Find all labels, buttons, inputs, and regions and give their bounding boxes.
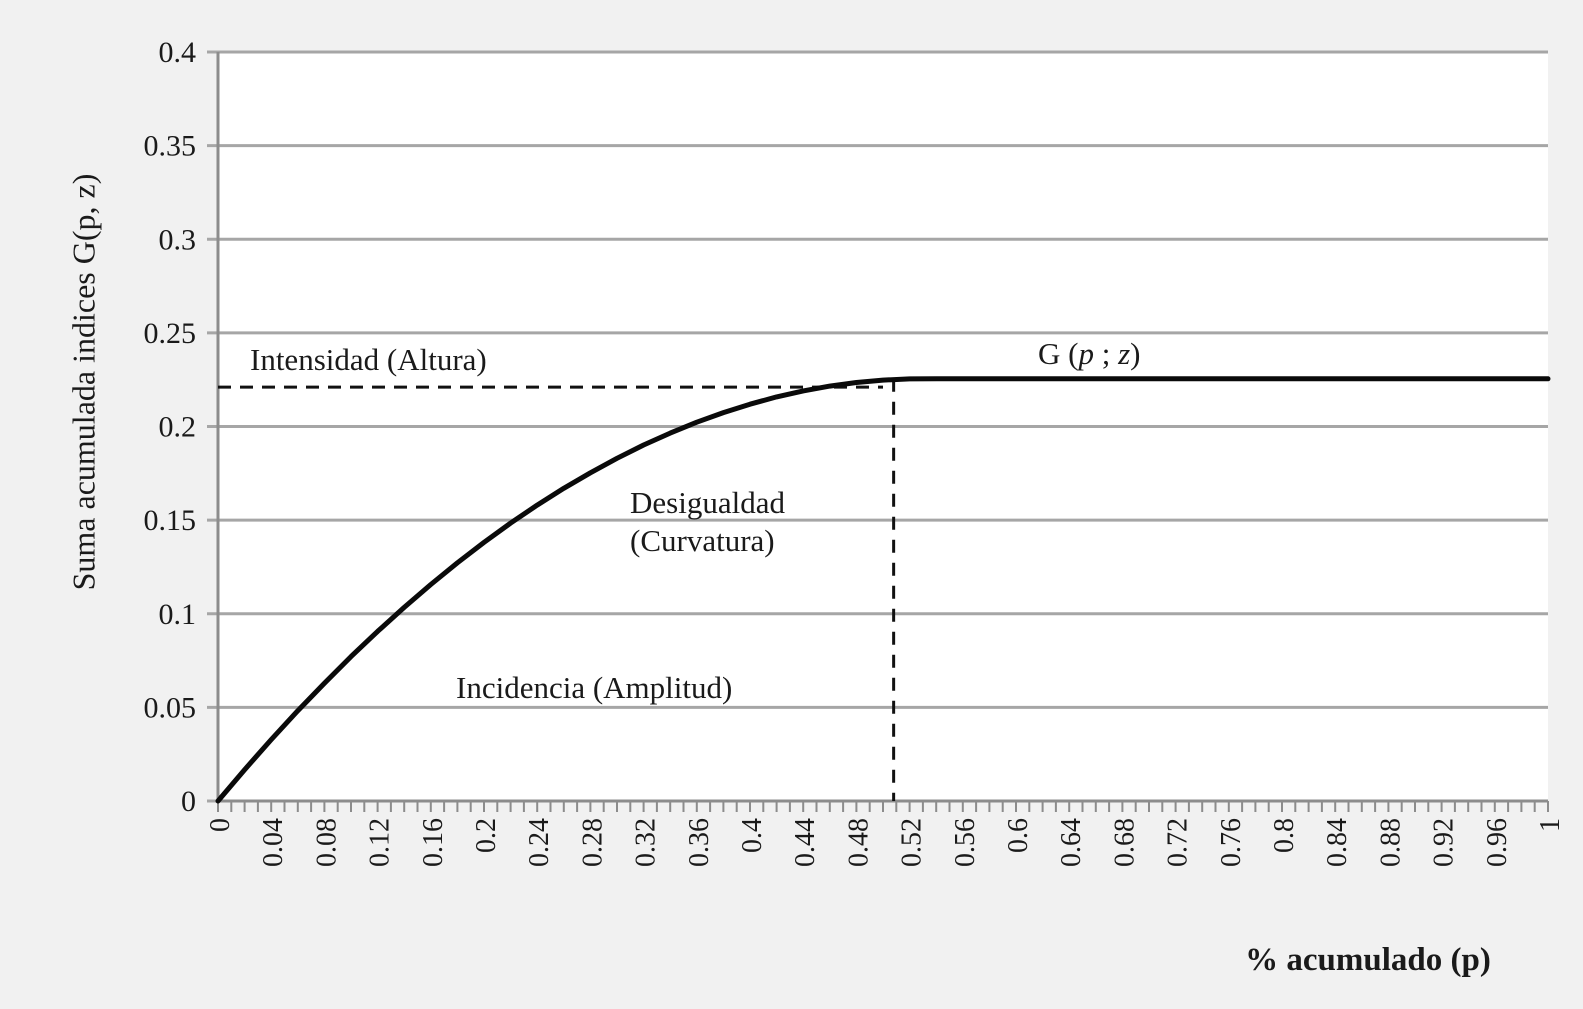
y-tick-label: 0 — [181, 785, 196, 818]
x-tick-label: 0.08 — [311, 818, 342, 867]
x-tick-label: 0.04 — [258, 818, 289, 867]
x-tick-label: 0.76 — [1216, 818, 1247, 867]
x-tick-label: 0.88 — [1375, 818, 1406, 867]
x-tick-label: 0.8 — [1269, 818, 1300, 853]
y-tick-label: 0.2 — [159, 411, 197, 444]
series-label-part: ) — [1130, 336, 1141, 371]
series-label-part: ; — [1093, 336, 1119, 371]
x-tick-label: 0.72 — [1163, 818, 1194, 867]
y-tick-label: 0.4 — [159, 36, 197, 69]
y-tick-label: 0.25 — [144, 317, 197, 350]
x-tick-label: 0.32 — [631, 818, 662, 867]
annotation-incidencia: Incidencia (Amplitud) — [456, 670, 733, 705]
annotation-desigualdad: Desigualdad (Curvatura) — [630, 484, 785, 560]
x-tick-label: 0.48 — [843, 818, 874, 867]
series-label-part: G ( — [1038, 336, 1079, 371]
x-tick-label: 0.44 — [790, 818, 821, 867]
y-tick-label: 0.1 — [159, 598, 197, 631]
x-tick-label: 0.96 — [1482, 818, 1513, 867]
x-tick-label: 0.36 — [684, 818, 715, 867]
y-tick-label: 0.3 — [159, 223, 197, 256]
x-tick-label: 0.52 — [897, 818, 928, 867]
x-tick-label: 0.84 — [1322, 818, 1353, 867]
x-tick-label: 0.24 — [524, 818, 555, 867]
y-tick-label: 0.15 — [144, 504, 197, 537]
y-tick-label: 0.35 — [144, 130, 197, 163]
x-tick-label: 0.16 — [418, 818, 449, 867]
annotation-desigualdad-line1: Desigualdad — [630, 485, 785, 520]
x-tick-label: 0.28 — [577, 818, 608, 867]
x-tick-label: 0 — [205, 818, 236, 832]
x-tick-label: 0.56 — [950, 818, 981, 867]
series-label-part-italic: z — [1118, 336, 1131, 371]
annotation-desigualdad-line2: (Curvatura) — [630, 523, 775, 558]
x-tick-label: 0.4 — [737, 818, 768, 853]
curve-path — [215, 376, 1551, 804]
x-tick-label: 1 — [1535, 818, 1566, 832]
x-tick-label: 0.2 — [471, 818, 502, 853]
x-tick-label: 0.92 — [1429, 818, 1460, 867]
y-tick-label: 0.05 — [144, 691, 197, 724]
x-tick-label: 0.68 — [1109, 818, 1140, 867]
series-label-part-italic: p — [1078, 336, 1094, 371]
x-axis-title: % acumulado (p) — [1245, 942, 1491, 978]
x-tick-label: 0.6 — [1003, 818, 1034, 853]
x-tick-label: 0.64 — [1056, 818, 1087, 867]
x-tick-label: 0.12 — [365, 818, 396, 867]
annotation-series-label: G (p ; z) — [1038, 336, 1141, 372]
annotation-intensidad: Intensidad (Altura) — [250, 342, 487, 377]
y-axis-title: Suma acumulada indices G(p, z) — [65, 173, 102, 591]
